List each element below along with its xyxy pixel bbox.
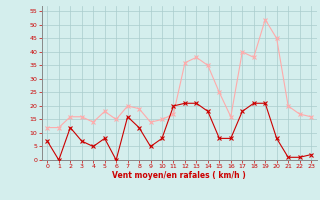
X-axis label: Vent moyen/en rafales ( km/h ): Vent moyen/en rafales ( km/h ) — [112, 171, 246, 180]
